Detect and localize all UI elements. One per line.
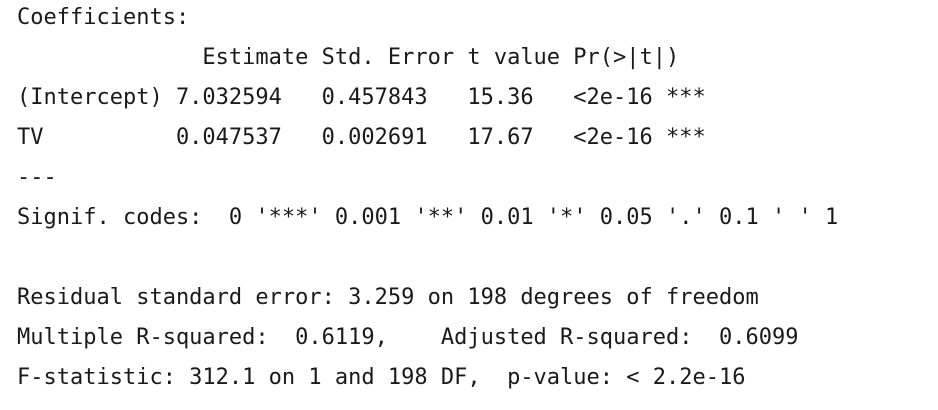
residual-standard-error: Residual standard error: 3.259 on 198 de… [17,285,759,310]
f-statistic-line: F-statistic: 312.1 on 1 and 198 DF, p-va… [17,365,746,390]
coefficients-heading: Coefficients: [17,5,190,30]
significance-codes: Signif. codes: 0 '***' 0.001 '**' 0.01 '… [17,205,839,230]
r-squared-line: Multiple R-squared: 0.6119, Adjusted R-s… [17,325,799,350]
coefficient-row-intercept: (Intercept) 7.032594 0.457843 15.36 <2e-… [17,85,706,110]
blank-line [17,238,938,278]
separator-line: --- [17,165,57,190]
coefficient-row-tv: TV 0.047537 0.002691 17.67 <2e-16 *** [17,125,706,150]
coefficients-column-headers: Estimate Std. Error t value Pr(>|t|) [17,45,733,70]
